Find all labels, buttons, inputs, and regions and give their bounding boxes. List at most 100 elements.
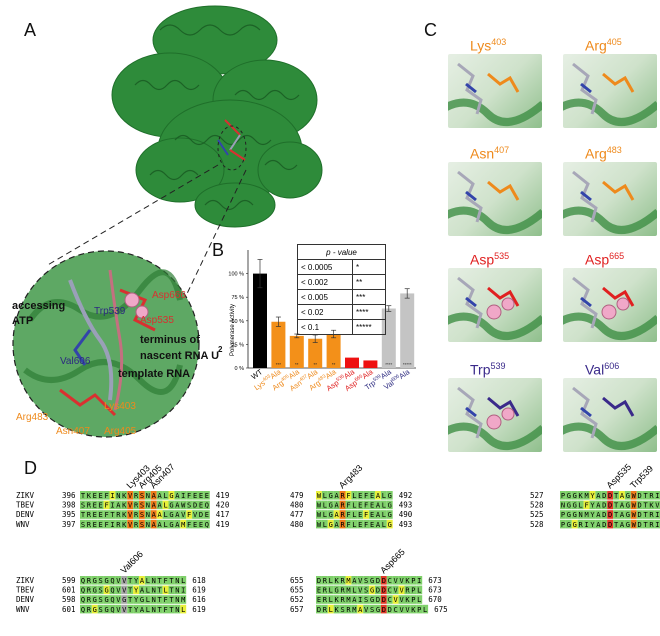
residue-cell bbox=[369, 510, 375, 519]
residue-cell bbox=[333, 576, 340, 585]
residue-letter: L bbox=[146, 587, 150, 595]
residue-letter: G bbox=[329, 492, 333, 500]
residue-letter: G bbox=[573, 511, 577, 519]
pvalue-stars: **** bbox=[352, 304, 386, 320]
residue-cell bbox=[351, 595, 358, 604]
residue-cell bbox=[80, 500, 86, 510]
residue-cell bbox=[357, 576, 364, 585]
residue-letter: E bbox=[99, 502, 103, 510]
x-axis-labels: WTLys403AlaArg405AlaAsn407AlaArg483AlaAs… bbox=[249, 367, 412, 393]
residue-letter: F bbox=[346, 502, 350, 510]
residue-letter: A bbox=[376, 492, 381, 500]
virus-name: DENV bbox=[16, 510, 35, 519]
closeup-art bbox=[448, 386, 542, 450]
residue-cell bbox=[410, 595, 417, 604]
residue-letter: V bbox=[128, 511, 133, 519]
residue-cell bbox=[351, 491, 358, 500]
residue-letter: N bbox=[175, 577, 179, 585]
residue-cell bbox=[636, 500, 643, 510]
residue-cell bbox=[121, 576, 128, 585]
residue-cell bbox=[203, 510, 210, 519]
seq-start: 528 bbox=[530, 501, 544, 510]
pvalue-header-row: p - value bbox=[297, 244, 386, 260]
residue-letter: Q bbox=[110, 587, 114, 595]
residue-cell bbox=[386, 595, 393, 604]
virus-name: TBEV bbox=[16, 586, 35, 595]
residue-letter: F bbox=[187, 492, 191, 500]
residue-letter: E bbox=[205, 492, 209, 500]
residue-letter: S bbox=[99, 587, 103, 595]
residue-letter: F bbox=[163, 577, 167, 585]
residue-cell bbox=[168, 491, 175, 500]
residue-letter: D bbox=[382, 587, 386, 595]
residue-cell bbox=[363, 595, 370, 604]
residue-cell bbox=[619, 510, 625, 519]
residue-letter: V bbox=[394, 587, 399, 595]
residue-letter: L bbox=[323, 521, 327, 529]
residue-cell bbox=[174, 519, 181, 529]
seq-start: 525 bbox=[530, 510, 544, 519]
residue-letter: V bbox=[405, 606, 410, 614]
residue-label: Asn407 bbox=[470, 145, 510, 162]
residue-cell bbox=[345, 576, 352, 585]
residue-cell bbox=[203, 519, 210, 529]
residue-letter: W bbox=[632, 502, 637, 510]
residue-letter: L bbox=[382, 502, 386, 510]
seq-end: 419 bbox=[216, 520, 230, 529]
residue-cell bbox=[156, 585, 163, 595]
significance-stars: ** bbox=[313, 362, 317, 367]
residue-letter: A bbox=[358, 606, 363, 614]
residue-cell bbox=[375, 604, 381, 614]
residue-cell bbox=[339, 491, 346, 500]
seq-end: 493 bbox=[399, 501, 413, 510]
residue-cell bbox=[115, 491, 122, 500]
residue-cell bbox=[91, 519, 98, 529]
residue-cell bbox=[150, 491, 157, 500]
residue-cell bbox=[85, 595, 92, 604]
residue-cell bbox=[375, 585, 381, 595]
residue-letter: G bbox=[376, 606, 380, 614]
residue-letter: N bbox=[146, 511, 150, 519]
residue-cell bbox=[133, 595, 139, 604]
residue-letter: G bbox=[335, 587, 339, 595]
residue-cell bbox=[192, 510, 198, 519]
residue-label: Arg483 bbox=[585, 145, 622, 162]
residue-letter: R bbox=[323, 596, 328, 604]
residue-cell bbox=[121, 595, 128, 604]
residue-letter: A bbox=[158, 521, 163, 529]
residue-cell bbox=[156, 491, 163, 500]
residue-cell bbox=[133, 500, 139, 510]
residue-cell bbox=[648, 510, 655, 519]
residue-letter: A bbox=[376, 511, 381, 519]
virus-name: WNV bbox=[16, 520, 30, 529]
residue-letter: G bbox=[388, 502, 392, 510]
residue-cell bbox=[121, 585, 128, 595]
residue-cell bbox=[198, 491, 204, 500]
residue-letter: L bbox=[352, 492, 356, 500]
residue-letter: W bbox=[632, 511, 637, 519]
residue-cell bbox=[345, 585, 352, 595]
residue-cell bbox=[150, 604, 157, 614]
residue-letter: T bbox=[158, 587, 163, 595]
residue-cell bbox=[422, 604, 429, 614]
residue-letter: G bbox=[370, 577, 374, 585]
residue-letter: E bbox=[99, 511, 103, 519]
y-tick-label: 100 % bbox=[228, 272, 244, 278]
residue-letter: D bbox=[638, 502, 642, 510]
residue-letter: Q bbox=[110, 577, 114, 585]
residue-cell bbox=[174, 510, 181, 519]
residue-cell bbox=[630, 510, 637, 519]
residue-letter: V bbox=[364, 606, 369, 614]
residue-cell bbox=[619, 519, 625, 529]
residue-letter: V bbox=[122, 606, 127, 614]
residue-letter: R bbox=[134, 502, 139, 510]
zoom-line-left bbox=[45, 164, 219, 267]
residue-cell bbox=[121, 510, 128, 519]
seq-start: 655 bbox=[290, 586, 304, 595]
residue-letter: R bbox=[323, 587, 328, 595]
residue-cell bbox=[80, 510, 86, 519]
residue-cell bbox=[589, 510, 596, 519]
residue-cell bbox=[630, 500, 637, 510]
residue-letter: A bbox=[175, 511, 180, 519]
